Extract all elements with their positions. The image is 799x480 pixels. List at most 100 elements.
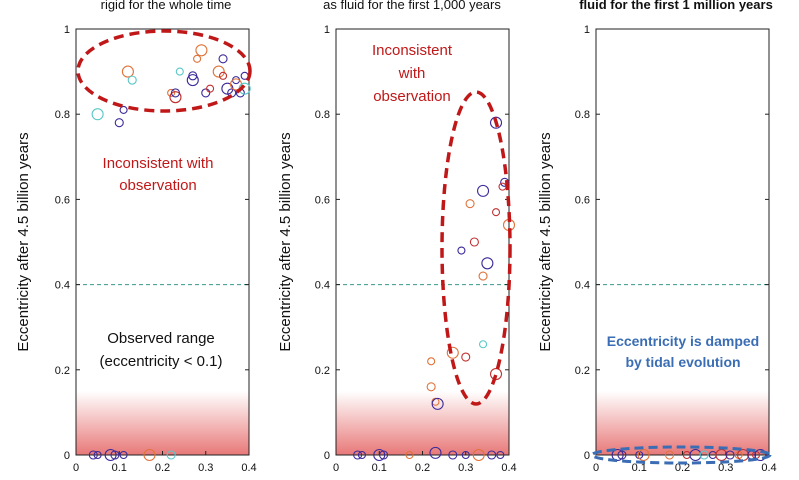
data-point <box>427 357 436 366</box>
inconsistent-label-left-line1: Inconsistent with <box>103 155 214 172</box>
inconsistent-ellipse-left <box>76 29 252 113</box>
x-tick-label: 0.3 <box>718 462 733 474</box>
data-point <box>461 352 471 362</box>
y-tick-label: 1 <box>584 24 590 36</box>
y-tick-label: 0.6 <box>55 194 70 206</box>
x-tick-label: 0.3 <box>458 462 473 474</box>
damped-label-line1: Eccentricity is damped <box>607 333 760 349</box>
y-tick-label: 0.8 <box>315 109 330 121</box>
x-tick-label: 0.1 <box>632 462 647 474</box>
data-point <box>469 237 479 247</box>
panel-2-ylabel: Eccentricity after 4.5 billion years <box>277 132 294 351</box>
y-tick-label: 0.8 <box>55 109 70 121</box>
data-point <box>175 67 184 76</box>
data-point <box>715 448 728 462</box>
data-point <box>119 450 128 460</box>
y-tick-label: 0.8 <box>575 109 590 121</box>
panel-2: as fluid for the first 1,000 years Eccen… <box>277 0 517 474</box>
data-point <box>699 450 709 460</box>
observed-band <box>596 391 769 455</box>
panel-2-plot: 0 0.2 0.4 0.6 0.8 1 0 0.1 0.2 0.3 0.4 <box>315 24 517 474</box>
observed-band <box>76 391 249 455</box>
observed-band <box>336 391 509 455</box>
data-point <box>373 448 386 462</box>
inconsistent-label-left-line2: observation <box>119 177 197 194</box>
data-point <box>487 450 497 460</box>
x-tick-label: 0 <box>593 462 599 474</box>
data-point <box>431 397 444 410</box>
panel-3-plot: 0 0.2 0.4 0.6 0.8 1 0 0.1 0.2 0.3 0.4 <box>575 24 777 474</box>
data-point <box>93 450 102 460</box>
data-point <box>170 88 181 98</box>
data-point <box>664 450 675 460</box>
x-tick-label: 0.4 <box>501 462 516 474</box>
x-tick-label: 0 <box>333 462 339 474</box>
data-point <box>119 105 128 114</box>
data-point <box>446 346 459 359</box>
data-point <box>169 91 182 104</box>
data-point <box>754 448 767 462</box>
y-tick-label: 0.6 <box>315 194 330 206</box>
data-point <box>429 446 442 459</box>
data-point <box>201 88 211 98</box>
data-point <box>476 184 490 197</box>
panel-1-plot: 0 0.2 0.4 0.6 0.8 1 0 0.1 0.2 0.3 0.4 <box>55 24 257 474</box>
x-tick-label: 0.2 <box>415 462 430 474</box>
data-point <box>457 246 466 255</box>
panel-3-ylabel: Eccentricity after 4.5 billion years <box>537 132 554 351</box>
data-point <box>231 76 241 85</box>
data-point <box>206 84 215 93</box>
data-point <box>448 450 458 460</box>
panel-2-title: as fluid for the first 1,000 years <box>323 0 501 12</box>
data-point <box>114 118 124 128</box>
x-tick-label: 0.3 <box>198 462 213 474</box>
damped-ellipse <box>590 445 772 465</box>
data-point <box>166 450 176 460</box>
x-tick-label: 0.4 <box>761 462 776 474</box>
y-tick-label: 0.4 <box>575 280 590 292</box>
data-point <box>478 271 488 281</box>
inconsistent-label-mid-line2: with <box>398 65 426 82</box>
data-point <box>379 450 389 460</box>
y-tick-label: 1 <box>64 24 70 36</box>
data-point <box>167 88 176 97</box>
data-point <box>188 71 198 81</box>
data-point <box>461 450 470 460</box>
data-point <box>500 177 510 187</box>
y-tick-label: 0.2 <box>315 365 330 377</box>
observed-range-label-line2: (eccentricity < 0.1) <box>100 353 223 370</box>
data-point <box>88 450 98 460</box>
data-point <box>218 54 228 64</box>
y-tick-label: 0.4 <box>55 280 70 292</box>
data-point <box>426 382 436 392</box>
data-point <box>127 75 137 85</box>
x-tick-label: 0.2 <box>675 462 690 474</box>
data-point <box>186 74 199 87</box>
y-tick-label: 0.4 <box>315 280 330 292</box>
observed-range-label-line1: Observed range <box>107 330 215 347</box>
x-tick-label: 0 <box>73 462 79 474</box>
damped-label-line2: by tidal evolution <box>625 354 740 370</box>
y-tick-label: 0.6 <box>575 194 590 206</box>
y-tick-label: 0 <box>584 450 590 462</box>
y-tick-label: 0 <box>324 450 330 462</box>
data-point <box>611 448 624 462</box>
data-point <box>617 450 627 460</box>
inconsistent-ellipse-mid <box>440 90 512 406</box>
x-tick-label: 0.1 <box>372 462 387 474</box>
data-point <box>219 71 228 80</box>
data-point <box>689 448 702 462</box>
inconsistent-label-mid-line3: observation <box>373 88 451 105</box>
data-point <box>357 450 367 460</box>
data-point <box>110 450 120 460</box>
y-tick-label: 1 <box>324 24 330 36</box>
data-point <box>91 108 104 121</box>
inconsistent-label-mid-line1: Inconsistent <box>372 42 453 59</box>
data-point <box>637 448 650 462</box>
x-tick-label: 0.4 <box>241 462 256 474</box>
panel-3-title: fluid for the first 1 million years <box>579 0 773 12</box>
data-point <box>478 340 488 349</box>
y-tick-label: 0 <box>64 450 70 462</box>
data-point <box>143 448 156 462</box>
